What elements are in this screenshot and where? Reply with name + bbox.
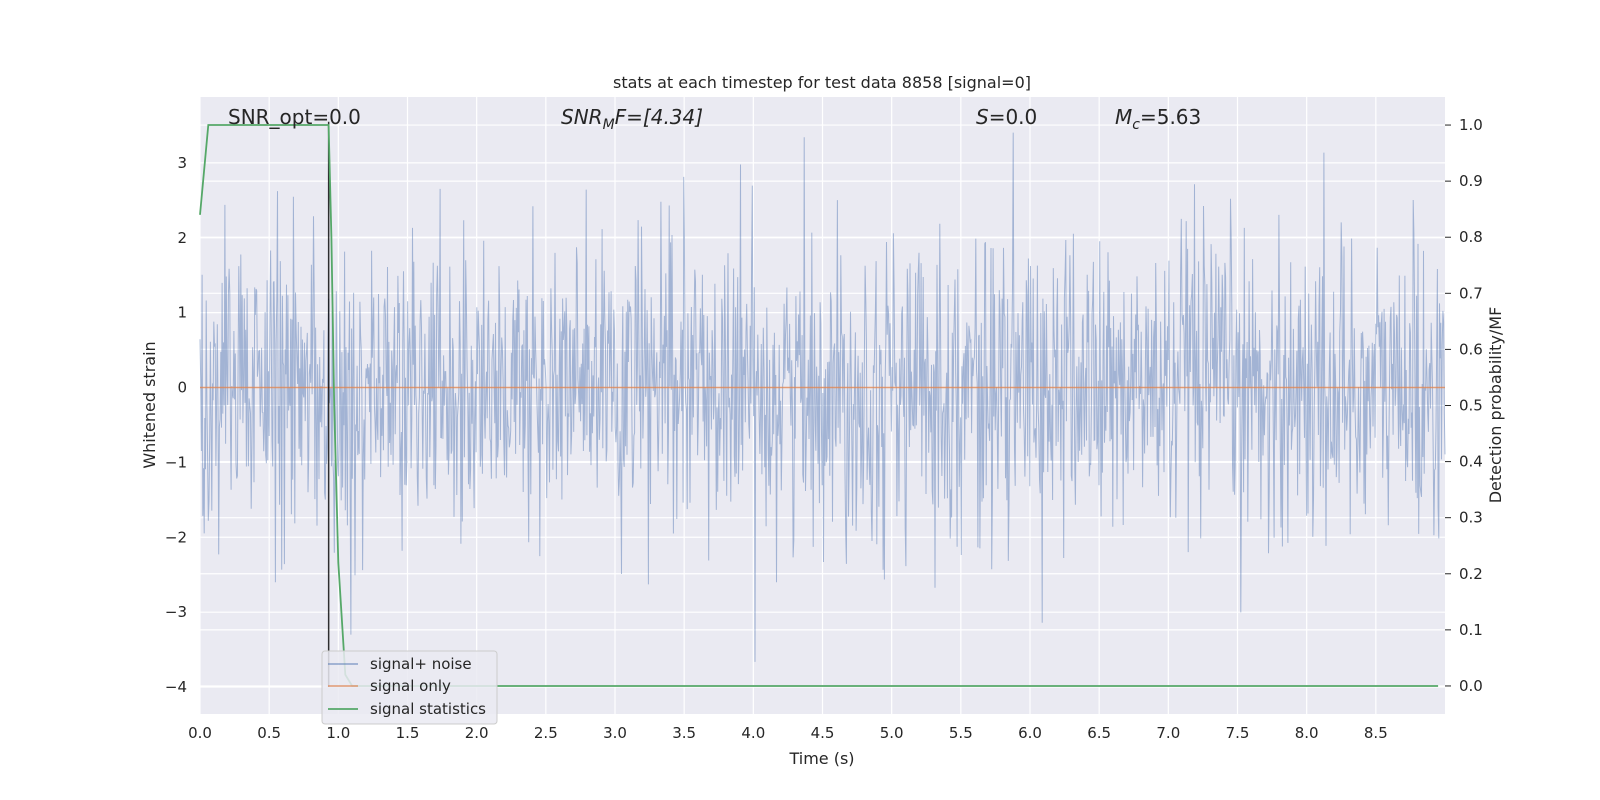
signal-statistics-line: [199, 124, 1439, 687]
x-tick-label: 4.5: [811, 724, 835, 742]
s-annotation: S=0.0: [976, 105, 1037, 129]
snr-opt-annotation: SNR_opt=0.0: [228, 105, 361, 129]
y-right-tick-label: 1.0: [1459, 116, 1483, 134]
y-right-tick-labels: 1.0 0.9 0.8 0.7 0.6 0.5 0.4 0.3 0.2 0.1 0.0: [1445, 116, 1483, 695]
x-axis-label: Time (s): [788, 749, 854, 768]
x-tick-label: 8.5: [1364, 724, 1388, 742]
y-tick-label: 1: [177, 304, 187, 322]
y-right-tick-label: 0.9: [1459, 172, 1483, 190]
y-right-tick-label: 0.7: [1459, 284, 1483, 302]
y-right-tick-label: 0.3: [1459, 509, 1483, 527]
legend-label-signal-only: signal only: [370, 677, 451, 695]
y-tick-label: 0: [177, 379, 187, 397]
y-tick-label: 3: [177, 154, 187, 172]
x-tick-label: 5.5: [949, 724, 973, 742]
y-right-axis-label: Detection probability/MF: [1486, 307, 1505, 504]
y-tick-labels: 3 2 1 0 −1 −2 −3 −4: [165, 154, 187, 696]
legend: signal+ noise signal only signal statist…: [321, 650, 498, 725]
y-right-tick-label: 0.0: [1459, 677, 1483, 695]
x-tick-label: 3.5: [672, 724, 696, 742]
x-tick-label: 0.0: [188, 724, 212, 742]
y-right-tick-label: 0.1: [1459, 621, 1483, 639]
x-tick-label: 0.5: [257, 724, 281, 742]
chart-title: stats at each timestep for test data 885…: [613, 73, 1031, 92]
legend-label-signal-statistics: signal statistics: [370, 700, 486, 718]
snr-mf-rest: F=[4.34]: [615, 105, 703, 129]
mc-sub: c: [1132, 117, 1140, 133]
snr-mf-annotation: SNRMF=[4.34]: [561, 105, 703, 133]
y-tick-label: 2: [177, 229, 187, 247]
mc-annotation: Mc=5.63: [1115, 105, 1201, 133]
snr-mf-sub: M: [603, 117, 615, 133]
x-tick-label: 3.0: [603, 724, 627, 742]
x-tick-label: 7.5: [1226, 724, 1250, 742]
x-tick-label: 6.5: [1087, 724, 1111, 742]
y-tick-label: −2: [165, 528, 187, 546]
x-tick-label: 1.0: [326, 724, 350, 742]
y-right-tick-label: 0.4: [1459, 453, 1483, 471]
s-var: S: [976, 105, 989, 129]
x-tick-label: 6.0: [1018, 724, 1042, 742]
x-tick-label: 2.5: [534, 724, 558, 742]
y-right-tick-label: 0.5: [1459, 397, 1483, 415]
s-rest: =0.0: [989, 105, 1038, 129]
y-right-tick-label: 0.6: [1459, 340, 1483, 358]
legend-label-signal-noise: signal+ noise: [370, 655, 472, 673]
signal-noise-trace: [199, 132, 1446, 662]
x-tick-label: 5.0: [880, 724, 904, 742]
snr-mf-base: SNR: [561, 105, 603, 129]
signal-noise-series: [199, 132, 1446, 662]
y-right-tick-label: 0.2: [1459, 565, 1483, 583]
x-tick-label: 1.5: [396, 724, 420, 742]
x-tick-label: 4.0: [741, 724, 765, 742]
mc-rest: =5.63: [1140, 105, 1201, 129]
y-tick-label: −1: [165, 453, 187, 471]
y-right-tick-label: 0.8: [1459, 228, 1483, 246]
y-tick-label: −3: [165, 603, 187, 621]
x-tick-label: 8.0: [1295, 724, 1319, 742]
x-tick-label: 7.0: [1156, 724, 1180, 742]
grid: [199, 97, 1445, 714]
legend-box: [321, 650, 498, 725]
x-tick-labels: 0.0 0.5 1.0 1.5 2.0 2.5 3.0 3.5 4.0 4.5 5.0 5.5 6.0 6…: [188, 724, 1388, 742]
y-axis-label: Whitened strain: [140, 341, 159, 468]
y-tick-label: −4: [165, 678, 187, 696]
mc-var: M: [1115, 105, 1132, 129]
x-tick-label: 2.0: [465, 724, 489, 742]
